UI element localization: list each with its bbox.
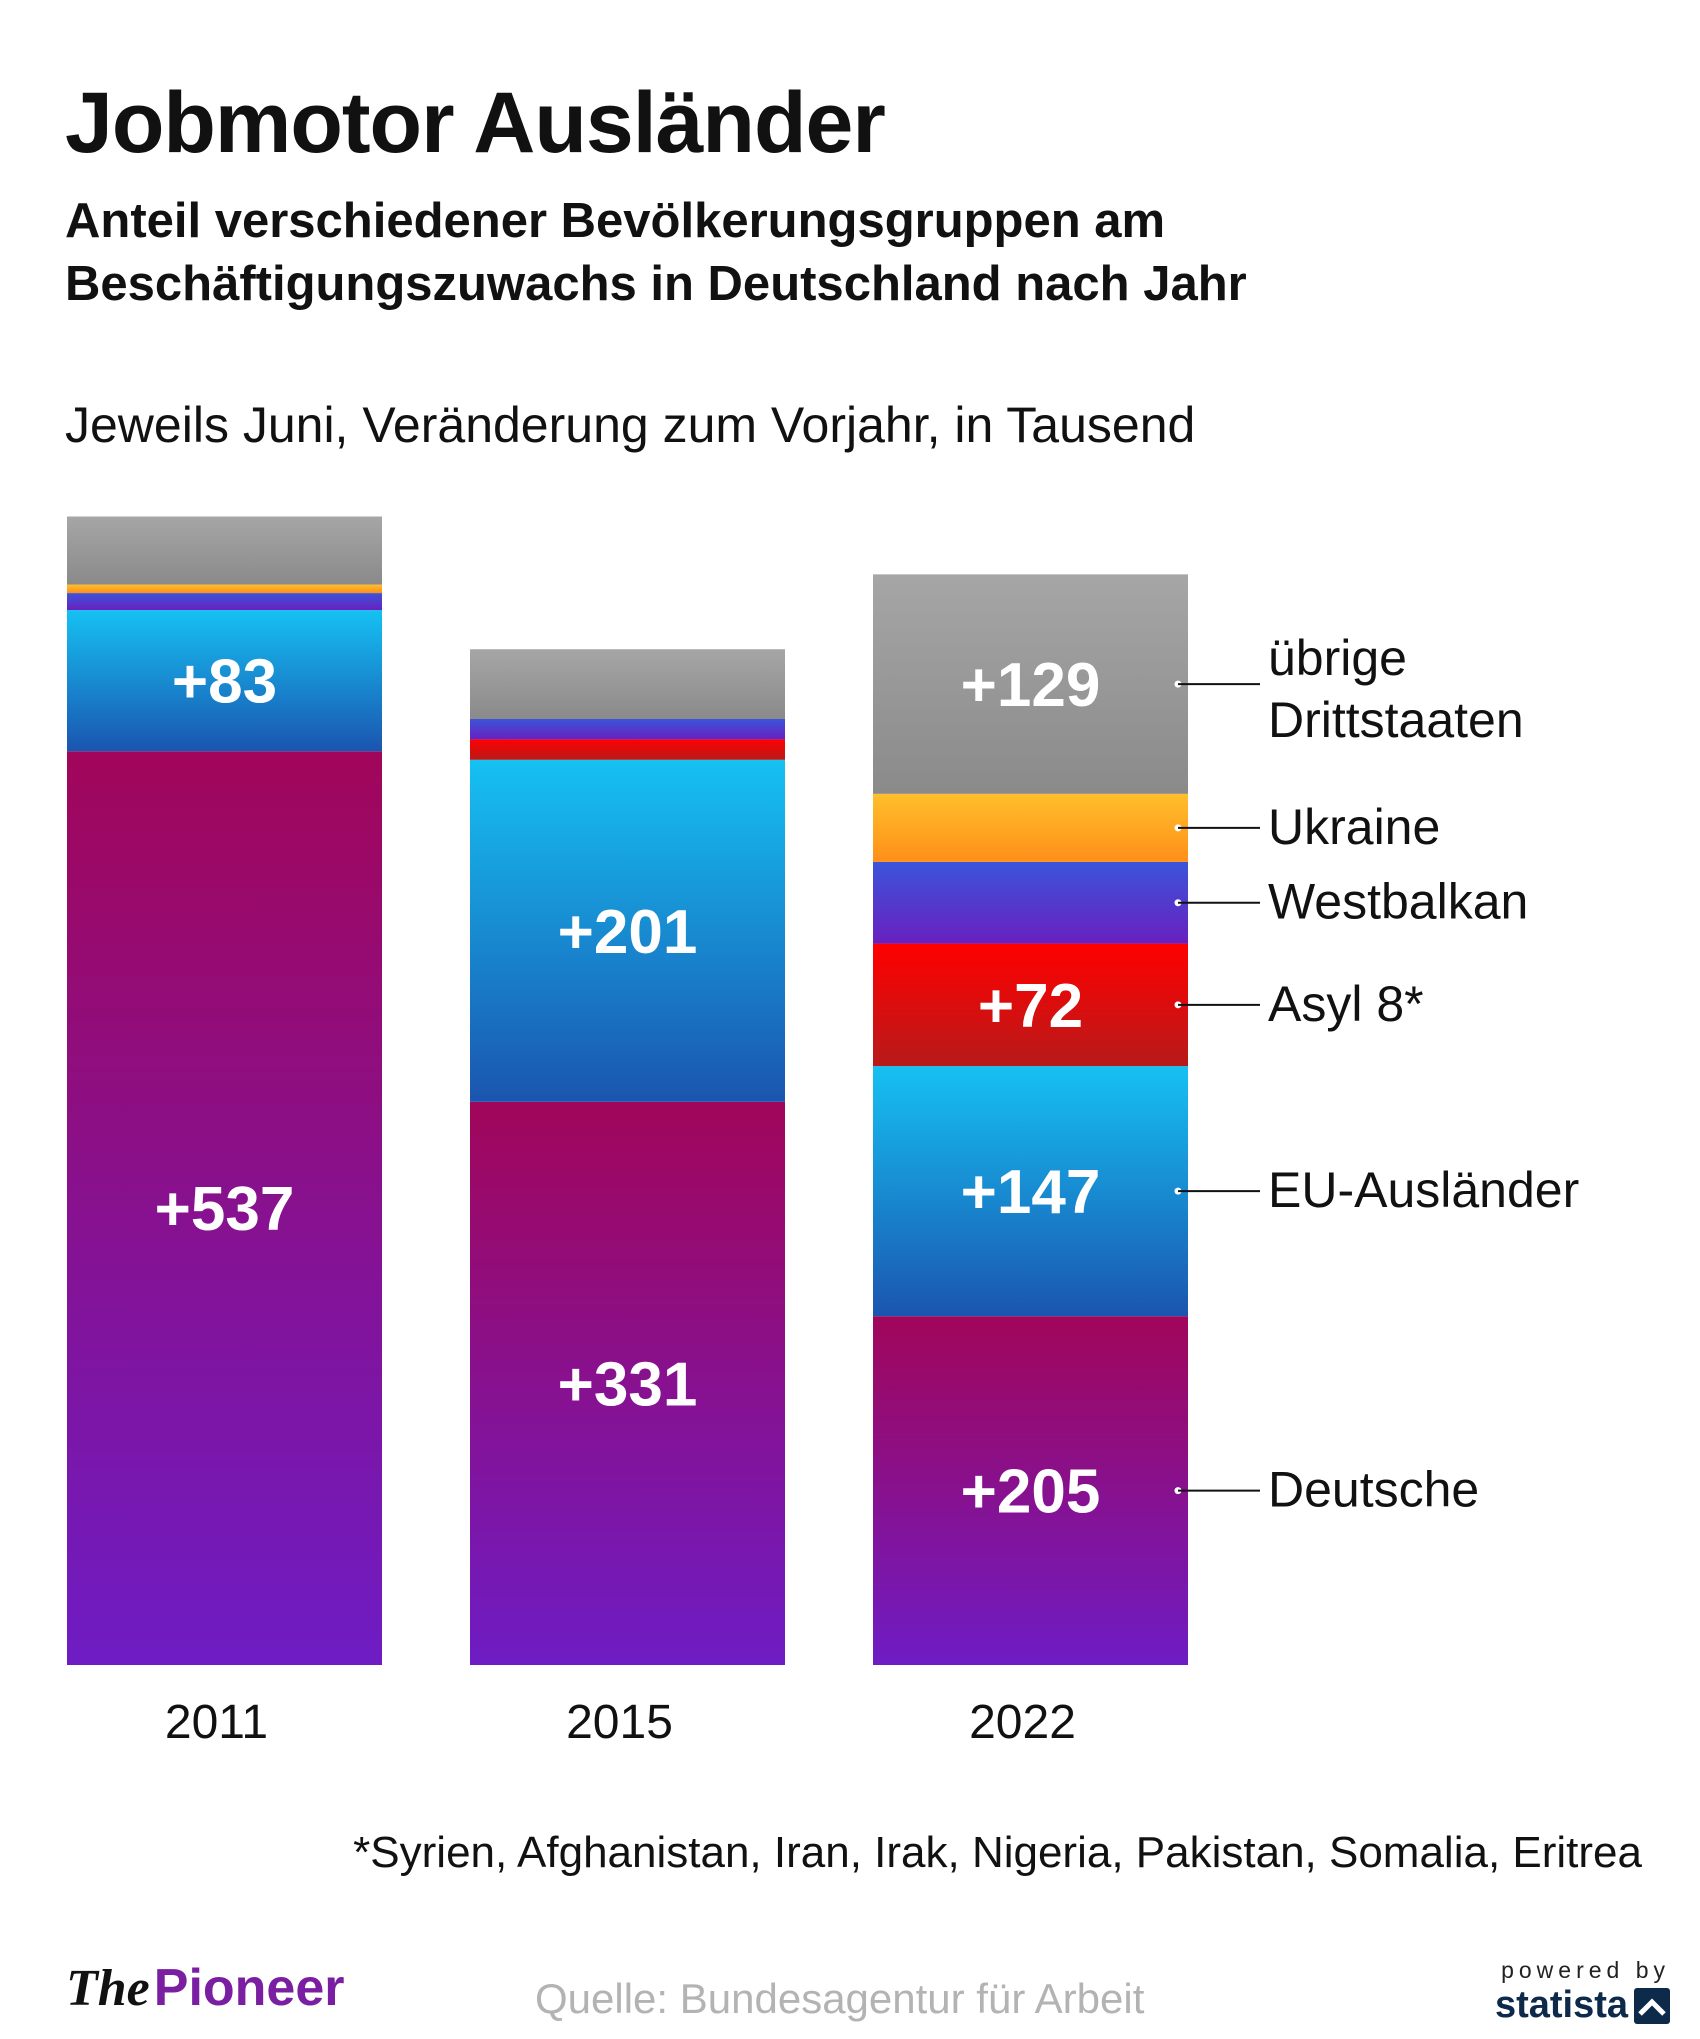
legend-label-ukraine: Ukraine [1268,799,1440,855]
x-tick-label-2022: 2022 [969,1696,1076,1749]
bar-2015-übrige-drittstaaten [470,649,785,719]
bar-2011-übrige-drittstaaten [67,516,382,585]
brand-pioneer: Pioneer [153,1959,345,2017]
bar-2015-westbalkan [470,718,785,740]
data-label-2011-eu-ausländer: +83 [172,648,277,717]
legend-label-westbalkan: Westbalkan [1268,874,1528,930]
x-tick-label-2011: 2011 [165,1696,268,1749]
footnote: *Syrien, Afghanistan, Iran, Irak, Nigeri… [353,1828,1642,1877]
bar-2015-deutsche [470,1101,785,1665]
data-label-2022-übrige-drittstaaten: +129 [961,651,1101,720]
bar-2022-deutsche [873,1316,1188,1665]
bar-2011-eu-ausländer [67,610,382,752]
bar-2011-westbalkan [67,593,382,611]
powered-by: powered by statista [1460,1957,1670,2027]
stacked-bar-chart: +537 +83 2011 +331 +201 2015 +205 +147 +72 +129 20… [67,516,1579,1749]
legend-label-übrige-drittstaaten-line-2: Drittstaaten [1268,692,1524,748]
legend-label-asyl-8: Asyl 8* [1268,976,1424,1032]
powered-by-label: powered by [1501,1957,1670,1983]
legend-label-übrige-drittstaaten-line-1: übrige [1268,630,1407,686]
statista-wordmark: statista [1494,1984,1628,2026]
bar-2011-deutsche [67,751,382,1665]
brand-logo: ThePioneer [66,1962,345,2015]
unit-note: Jeweils Juni, Veränderung zum Vorjahr, i… [65,397,1196,453]
chart-subtitle: Anteil verschiedener Bevölkerungsgruppen… [65,194,1247,311]
bar-2022-ukraine [873,793,1188,862]
bar-2022-asyl-8 [873,943,1188,1067]
data-label-2015-eu-ausländer: +201 [558,898,698,967]
source-note: Quelle: Bundesagentur für Arbeit [535,1975,1145,2022]
bar-2022-eu-ausländer [873,1066,1188,1317]
data-label-2015-deutsche: +331 [558,1350,698,1419]
x-tick-label-2015: 2015 [566,1696,673,1749]
data-label-2022-asyl-8: +72 [978,972,1083,1041]
chart-title: Jobmotor Ausländer [65,75,886,171]
data-label-2022-eu-ausländer: +147 [961,1158,1101,1227]
bar-2015-eu-ausländer [470,759,785,1102]
bar-2022-westbalkan [873,861,1188,944]
legend-label-deutsche: Deutsche [1268,1462,1479,1518]
legend-label-eu-ausländer: EU-Ausländer [1268,1162,1579,1218]
statista-icon [1634,1987,1670,2024]
data-label-2022-deutsche: +205 [961,1458,1101,1527]
bar-2015-asyl-8 [470,739,785,760]
bar-2022-übrige-drittstaaten [873,574,1188,794]
bar-2011-ukraine [67,584,382,594]
brand-the: The [66,1960,150,2017]
data-label-2011-deutsche: +537 [155,1175,295,1244]
